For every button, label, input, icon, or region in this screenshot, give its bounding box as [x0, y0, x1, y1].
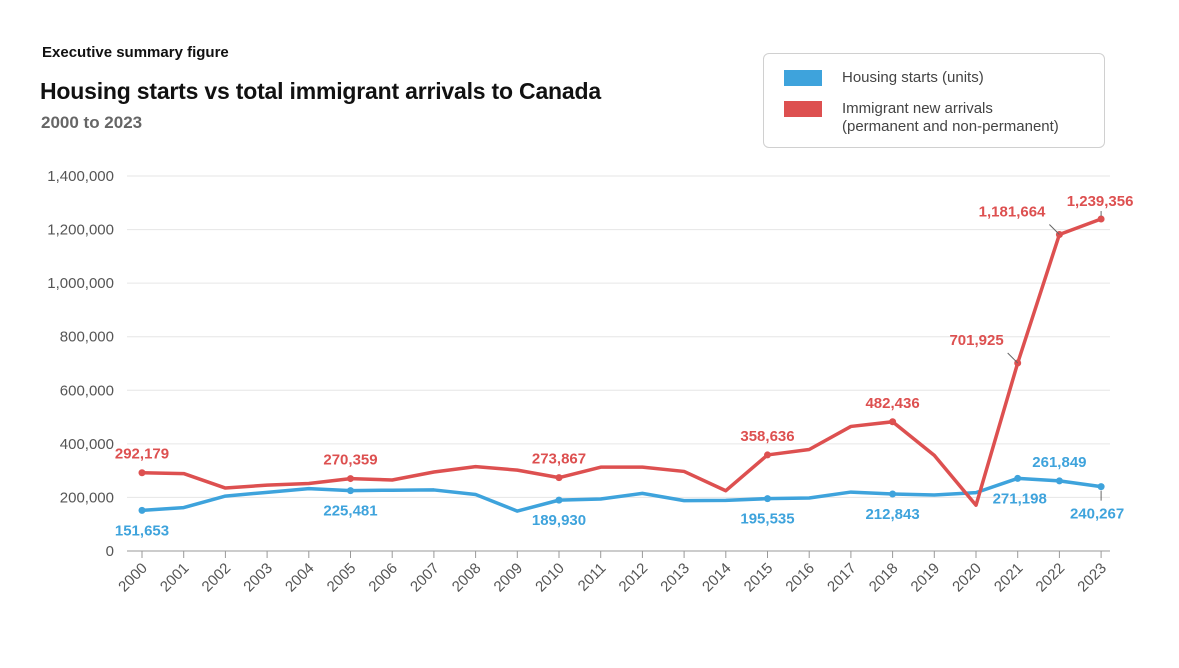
- data-point-housing: [889, 490, 897, 498]
- x-tick-label: 2017: [824, 560, 860, 596]
- x-tick-label: 2006: [365, 560, 401, 596]
- data-point-immigrants: [347, 475, 354, 483]
- x-tick-label: 2014: [699, 560, 735, 596]
- legend-label-housing: Housing starts (units): [842, 69, 984, 86]
- data-point-immigrants: [555, 474, 563, 482]
- data-label-housing: 189,930: [532, 512, 586, 529]
- figure-kicker: Executive summary figure: [42, 44, 229, 61]
- legend-swatch-immigrants: [784, 101, 822, 117]
- data-label-housing: 151,653: [115, 522, 169, 539]
- data-point-housing: [1014, 474, 1022, 482]
- x-tick-label: 2021: [991, 560, 1027, 596]
- y-tick-label: 400,000: [60, 436, 114, 453]
- data-label-immigrants: 273,867: [532, 451, 586, 468]
- data-label-immigrants: 701,925: [949, 332, 1003, 349]
- data-label-immigrants: 270,359: [323, 452, 377, 469]
- data-label-immigrants: 482,436: [865, 395, 919, 412]
- data-label-housing: 271,198: [993, 490, 1047, 507]
- data-label-housing: 212,843: [865, 506, 919, 523]
- x-tick-label: 2003: [240, 560, 276, 596]
- data-point-housing: [138, 506, 146, 514]
- y-tick-label: 800,000: [60, 329, 114, 346]
- legend-item-housing: Housing starts (units): [784, 69, 984, 87]
- data-point-housing: [555, 496, 563, 504]
- x-tick-label: 2008: [449, 560, 485, 596]
- chart-title: Housing starts vs total immigrant arriva…: [40, 78, 601, 104]
- y-tick-label: 1,000,000: [47, 275, 114, 292]
- x-tick-label: 2018: [866, 560, 902, 596]
- chart-subtitle: 2000 to 2023: [41, 113, 143, 132]
- legend-label-immigrants: Immigrant new arrivals (permanent and no…: [842, 100, 1059, 135]
- x-tick-label: 2007: [407, 560, 443, 596]
- x-tick-label: 2005: [324, 560, 360, 596]
- x-tick-label: 2002: [199, 560, 235, 596]
- data-label-immigrants: 292,179: [115, 446, 169, 463]
- data-label-housing: 225,481: [323, 503, 377, 520]
- x-tick-label: 2013: [657, 560, 693, 596]
- x-tick-label: 2000: [115, 560, 151, 596]
- y-tick-label: 1,200,000: [47, 222, 114, 239]
- data-point-housing: [1055, 477, 1063, 485]
- data-point-housing: [1097, 483, 1105, 491]
- data-point-immigrants: [1097, 215, 1105, 223]
- x-tick-label: 2010: [532, 560, 568, 596]
- data-label-immigrants: 358,636: [740, 428, 794, 445]
- x-tick-label: 2023: [1074, 560, 1110, 596]
- legend-item-immigrants: Immigrant new arrivals (permanent and no…: [784, 100, 1059, 136]
- x-tick-label: 2019: [908, 560, 944, 596]
- data-label-immigrants: 1,181,664: [979, 203, 1046, 220]
- x-tick-label: 2004: [282, 560, 318, 596]
- data-point-housing: [347, 487, 354, 495]
- data-point-immigrants: [764, 451, 771, 459]
- series-line-housing: [140, 476, 1103, 513]
- data-point-immigrants: [138, 469, 146, 477]
- data-point-immigrants: [889, 418, 897, 426]
- data-label-housing: 261,849: [1032, 454, 1086, 471]
- legend-swatch-housing: [784, 70, 822, 86]
- x-tick-label: 2011: [575, 560, 610, 595]
- x-tick-label: 2020: [949, 560, 985, 596]
- x-tick-label: 2022: [1033, 560, 1069, 596]
- data-label-housing: 240,267: [1070, 506, 1124, 523]
- y-tick-label: 1,400,000: [47, 168, 114, 185]
- data-label-housing: 195,535: [740, 511, 794, 528]
- x-tick-label: 2001: [157, 560, 193, 596]
- series-line-immigrants: [140, 217, 1103, 507]
- x-tick-label: 2016: [782, 560, 818, 596]
- data-point-housing: [764, 495, 771, 503]
- label-leader-immigrants: [1049, 224, 1060, 235]
- label-leader-immigrants: [1007, 352, 1019, 364]
- x-tick-label: 2015: [741, 560, 777, 596]
- x-tick-label: 2009: [491, 560, 527, 596]
- data-label-immigrants: 1,239,356: [1067, 193, 1134, 210]
- x-tick-label: 2012: [616, 560, 652, 596]
- y-tick-label: 200,000: [60, 489, 114, 506]
- chart-legend: Housing starts (units) Immigrant new arr…: [763, 53, 1105, 148]
- y-tick-label: 600,000: [60, 382, 114, 399]
- y-tick-label: 0: [106, 543, 114, 560]
